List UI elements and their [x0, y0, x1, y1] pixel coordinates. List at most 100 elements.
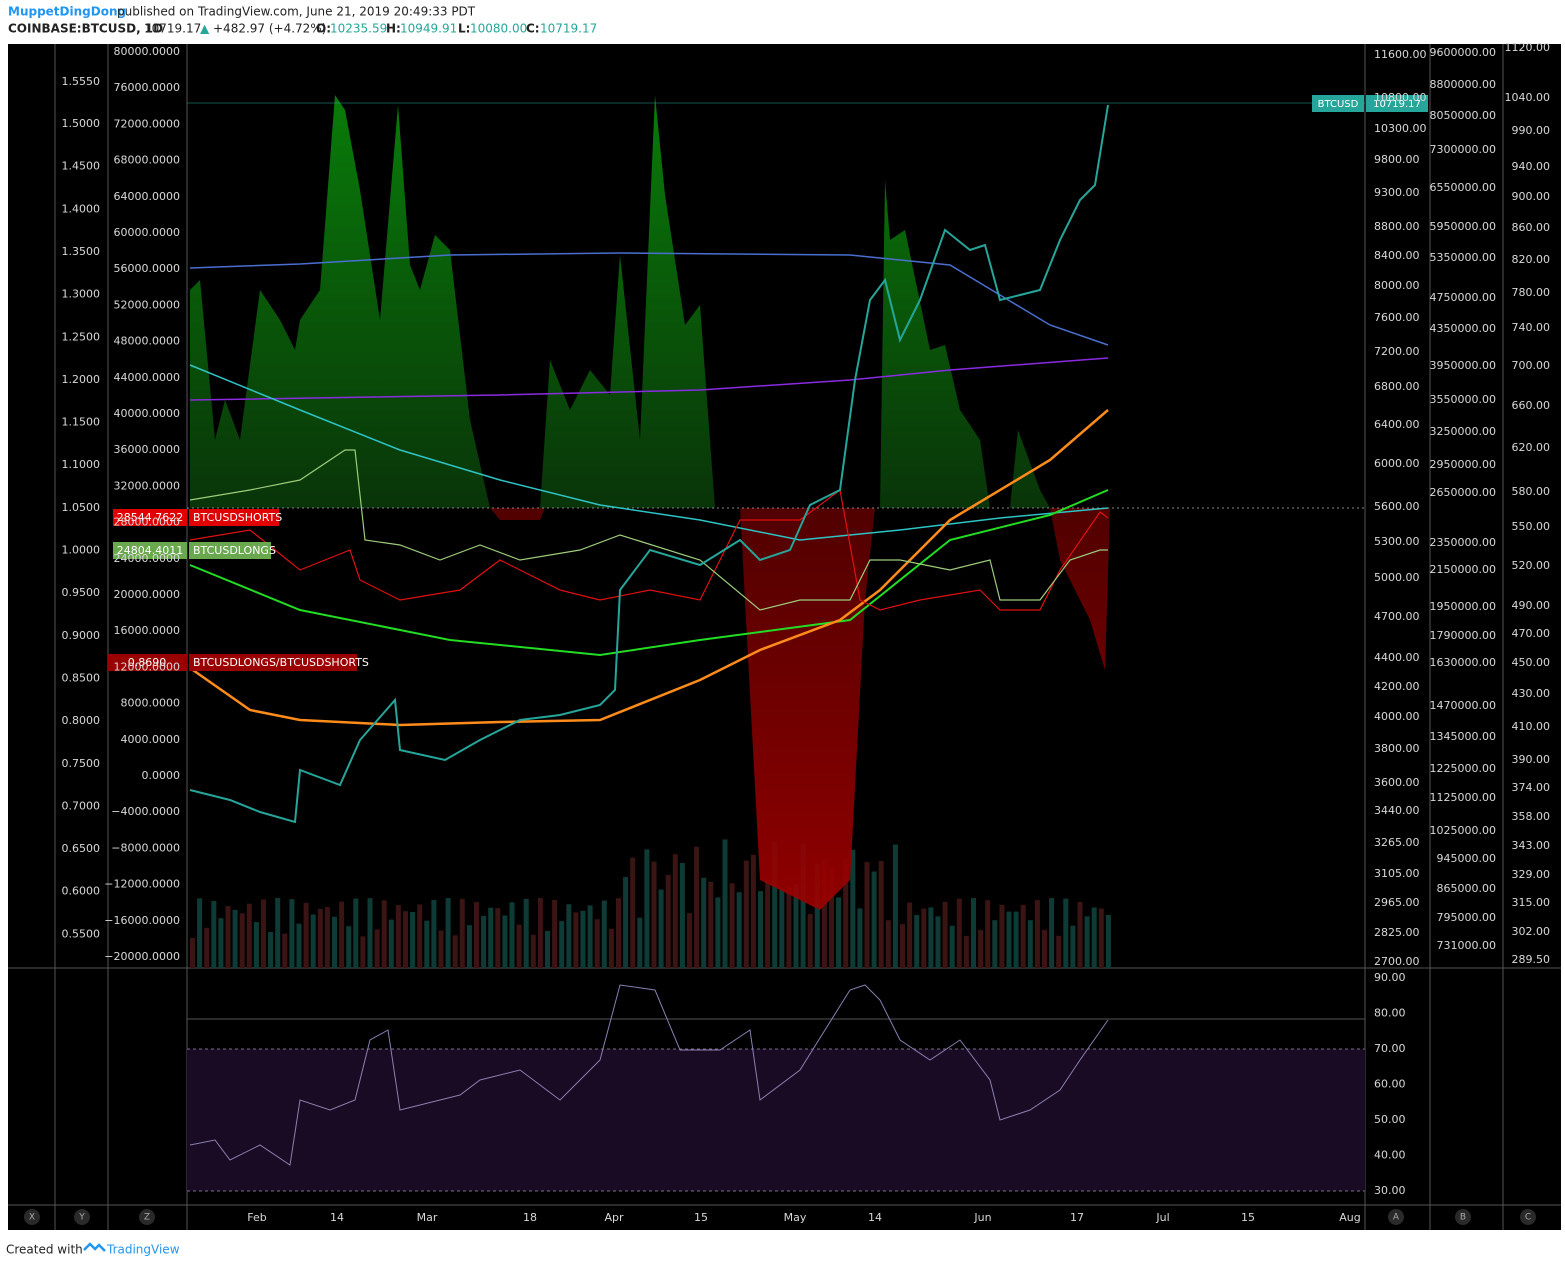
volume-bar — [317, 908, 323, 968]
corner-label[interactable]: Y — [78, 1213, 85, 1223]
badges — [108, 95, 1428, 671]
tick-label: 0.9000 — [62, 629, 101, 642]
tick-label: 10300.00 — [1374, 122, 1427, 135]
tick-label: 3600.00 — [1374, 776, 1420, 789]
tick-label: 4000.0000 — [121, 733, 181, 746]
volume-bar — [417, 904, 423, 968]
volume-bar — [807, 914, 813, 968]
footer-brand[interactable]: TradingView — [106, 1243, 180, 1257]
tick-label: 780.00 — [1512, 286, 1551, 299]
tick-label: 52000.0000 — [114, 298, 180, 311]
green-area — [190, 95, 1050, 508]
volume-bar — [268, 932, 274, 968]
volume-bar — [445, 898, 451, 968]
badge-symbol: BTCUSD — [1318, 99, 1359, 110]
corner-button — [24, 1209, 40, 1225]
volume-bar — [296, 923, 302, 968]
tick-label: 660.00 — [1512, 399, 1551, 412]
tick-label: 0.7000 — [62, 799, 101, 812]
volume-bar — [701, 877, 707, 968]
author[interactable]: MuppetDingDong — [8, 5, 126, 19]
volume-bar — [821, 858, 827, 968]
volume-bar — [495, 908, 501, 968]
corner-label[interactable]: X — [29, 1213, 35, 1223]
tick-label: 0.6000 — [62, 885, 101, 898]
volume-bar — [431, 900, 437, 968]
volume-bar — [878, 861, 884, 968]
volume-bar — [424, 920, 430, 968]
tick-label: 0.0000 — [142, 769, 181, 782]
volume-bar — [204, 927, 210, 968]
corner-label[interactable]: Z — [144, 1213, 150, 1223]
volume-bars — [190, 839, 1111, 968]
tick-label: 0.9500 — [62, 586, 101, 599]
volume-bar — [857, 908, 863, 968]
tick-label: 1.2500 — [62, 330, 101, 343]
tick-label: 4700.00 — [1374, 610, 1420, 623]
tick-label: 9300.00 — [1374, 186, 1420, 199]
volume-bar — [935, 916, 941, 968]
volume-bar — [1105, 915, 1111, 968]
tick-label: 2350000.00 — [1430, 536, 1496, 549]
volume-bar — [630, 857, 636, 968]
tick-label: 990.00 — [1512, 124, 1551, 137]
rsi-band — [187, 1049, 1365, 1191]
tick-label: 9600000.00 — [1430, 46, 1496, 59]
volume-bar — [907, 902, 913, 968]
volume-bar — [587, 905, 593, 968]
tick-label: 390.00 — [1512, 753, 1551, 766]
tick-label: 40.00 — [1374, 1149, 1406, 1162]
tick-label: 60000.0000 — [114, 226, 180, 239]
volume-bar — [310, 914, 316, 968]
tick-label: 6800.00 — [1374, 380, 1420, 393]
tick-label: 30.00 — [1374, 1184, 1406, 1197]
corner-label[interactable]: C — [1525, 1213, 1531, 1223]
tick-label: 5000.00 — [1374, 571, 1420, 584]
tick-label: 410.00 — [1512, 720, 1551, 733]
volume-bar — [1063, 898, 1069, 968]
tick-label: 731000.00 — [1437, 939, 1497, 952]
tick-label: 2150000.00 — [1430, 563, 1496, 576]
tick-label: 28000.0000 — [114, 516, 180, 529]
tick-label: 3265.00 — [1374, 836, 1420, 849]
volume-bar — [438, 930, 444, 968]
tick-label: 358.00 — [1512, 810, 1551, 823]
volume-bar — [559, 921, 565, 968]
volume-bar — [942, 901, 948, 968]
tick-label: 900.00 — [1512, 190, 1551, 203]
tick-label: −12000.0000 — [104, 878, 180, 891]
tick-label: Aug — [1339, 1211, 1360, 1224]
volume-bar — [779, 888, 785, 968]
tick-label: 430.00 — [1512, 687, 1551, 700]
tick-label: 1125000.00 — [1430, 791, 1496, 804]
tick-label: 580.00 — [1512, 485, 1551, 498]
tick-label: 0.8000 — [62, 714, 101, 727]
tick-label: 14 — [330, 1211, 344, 1224]
volume-bar — [1042, 929, 1047, 968]
corner-label[interactable]: B — [1460, 1213, 1466, 1223]
tick-label: 740.00 — [1512, 321, 1551, 334]
volume-bar — [715, 897, 721, 968]
tick-label: 15 — [694, 1211, 708, 1224]
tick-label: 490.00 — [1512, 599, 1551, 612]
tick-label: −20000.0000 — [104, 950, 180, 963]
tick-label: 1.4000 — [62, 202, 101, 215]
tick-label: 1025000.00 — [1430, 824, 1496, 837]
volume-bar — [246, 903, 252, 968]
volume-bar — [523, 898, 529, 968]
corner-label[interactable]: A — [1393, 1213, 1400, 1223]
tick-label: Jul — [1155, 1211, 1169, 1224]
tick-label: 70.00 — [1374, 1042, 1406, 1055]
volume-bar — [289, 899, 295, 968]
volume-bar — [843, 858, 849, 968]
volume-bar — [253, 922, 259, 968]
volume-bar — [211, 900, 217, 968]
tick-label: 44000.0000 — [114, 371, 180, 384]
tick-label: 2950000.00 — [1430, 458, 1496, 471]
volume-bar — [190, 938, 195, 968]
tick-label: 48000.0000 — [114, 335, 180, 348]
volume-bar — [488, 907, 494, 968]
change: +482.97 (+4.72%) — [213, 22, 326, 36]
